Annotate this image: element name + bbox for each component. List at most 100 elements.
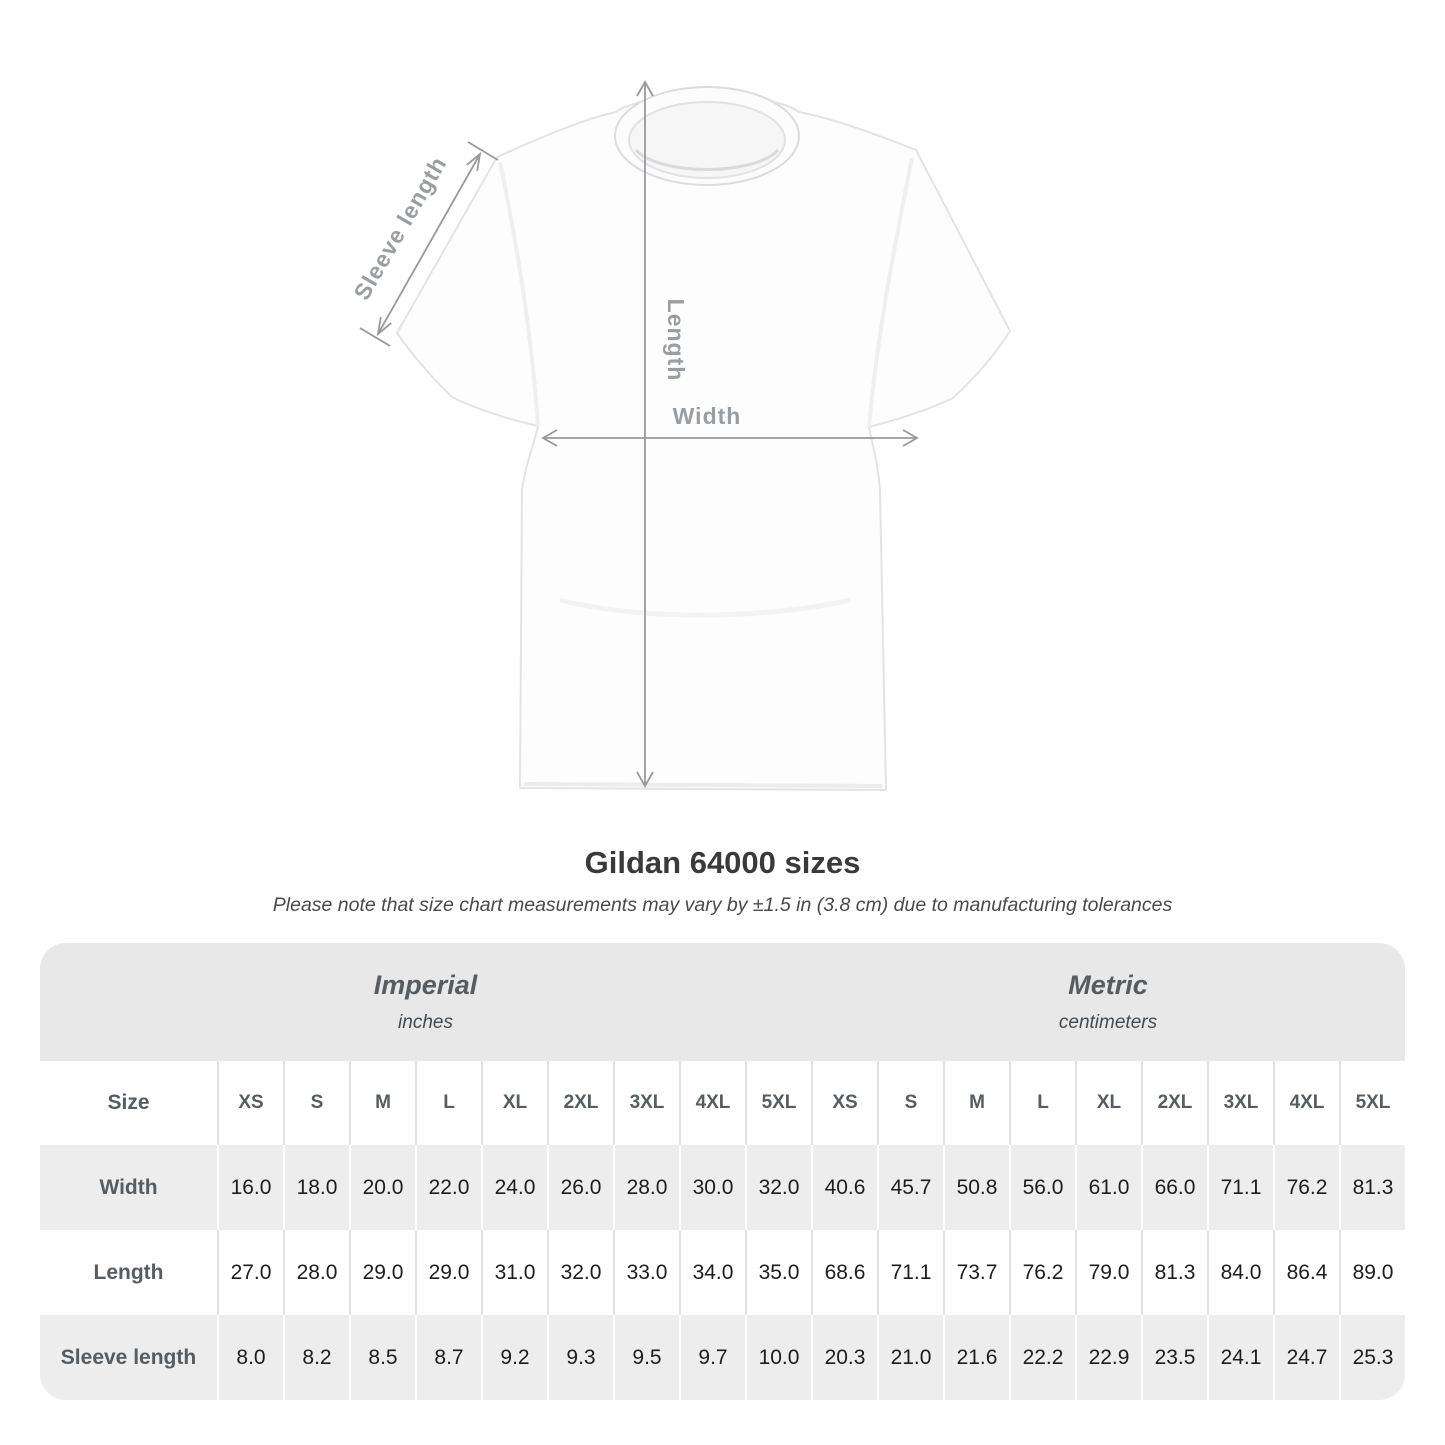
size-chart-table: Imperial inches Metric centimeters Size … — [40, 943, 1405, 1400]
value-cell: 56.0 — [1009, 1145, 1075, 1230]
value-cell: 24.0 — [481, 1145, 547, 1230]
size-col-metric-4xl: 4XL — [1273, 1061, 1339, 1145]
page-title: Gildan 64000 sizes — [584, 845, 861, 880]
value-cell: 22.0 — [415, 1145, 481, 1230]
width-label: Width — [673, 403, 742, 429]
value-cell: 76.2 — [1009, 1230, 1075, 1315]
sleeve-length-arrow — [359, 141, 499, 347]
value-cell: 28.0 — [283, 1230, 349, 1315]
value-cell: 50.8 — [943, 1145, 1009, 1230]
size-col-metric-5xl: 5XL — [1339, 1061, 1405, 1145]
value-cell: 22.2 — [1009, 1315, 1075, 1400]
length-label: Length — [663, 299, 689, 382]
value-cell: 73.7 — [943, 1230, 1009, 1315]
value-cell: 45.7 — [877, 1145, 943, 1230]
size-col-imperial-m: M — [349, 1061, 415, 1145]
size-col-metric-3xl: 3XL — [1207, 1061, 1273, 1145]
unit-group-imperial-unit: inches — [398, 1012, 453, 1033]
tshirt-collar-inner — [628, 101, 786, 179]
size-col-metric-m: M — [943, 1061, 1009, 1145]
value-cell: 32.0 — [745, 1145, 811, 1230]
unit-group-metric-unit: centimeters — [1058, 1012, 1158, 1033]
value-cell: 81.3 — [1339, 1145, 1405, 1230]
value-cell: 9.5 — [613, 1315, 679, 1400]
size-col-imperial-4xl: 4XL — [679, 1061, 745, 1145]
size-col-metric-l: L — [1009, 1061, 1075, 1145]
size-col-metric-2xl: 2XL — [1141, 1061, 1207, 1145]
value-cell: 76.2 — [1273, 1145, 1339, 1230]
size-col-metric-xs: XS — [811, 1061, 877, 1145]
tshirt-collar-shadow — [634, 148, 780, 171]
value-cell: 8.0 — [217, 1315, 283, 1400]
value-cell: 71.1 — [1207, 1145, 1273, 1230]
value-cell: 34.0 — [679, 1230, 745, 1315]
value-cell: 9.7 — [679, 1315, 745, 1400]
tshirt-hem-shadow — [523, 782, 883, 788]
table-row-length: Length 27.0 28.0 29.0 29.0 31.0 32.0 33.… — [40, 1230, 1405, 1315]
value-cell: 25.3 — [1339, 1315, 1405, 1400]
value-cell: 89.0 — [1339, 1230, 1405, 1315]
size-col-imperial-s: S — [283, 1061, 349, 1145]
value-cell: 9.3 — [547, 1315, 613, 1400]
value-cell: 81.3 — [1141, 1230, 1207, 1315]
value-cell: 26.0 — [547, 1145, 613, 1230]
tshirt-illustration: Sleeve length Length Width — [348, 80, 1011, 791]
width-arrow — [541, 429, 919, 447]
length-arrow — [636, 80, 654, 788]
value-cell: 20.3 — [811, 1315, 877, 1400]
value-cell: 68.6 — [811, 1230, 877, 1315]
value-cell: 8.5 — [349, 1315, 415, 1400]
value-cell: 28.0 — [613, 1145, 679, 1230]
unit-group-imperial-label: Imperial — [373, 970, 478, 1000]
value-cell: 32.0 — [547, 1230, 613, 1315]
unit-group-imperial: Imperial inches — [40, 943, 811, 1061]
value-cell: 8.7 — [415, 1315, 481, 1400]
value-cell: 20.0 — [349, 1145, 415, 1230]
value-cell: 10.0 — [745, 1315, 811, 1400]
unit-group-metric: Metric centimeters — [811, 943, 1405, 1061]
value-cell: 33.0 — [613, 1230, 679, 1315]
size-col-imperial-l: L — [415, 1061, 481, 1145]
value-cell: 29.0 — [415, 1230, 481, 1315]
value-cell: 29.0 — [349, 1230, 415, 1315]
value-cell: 8.2 — [283, 1315, 349, 1400]
value-cell: 61.0 — [1075, 1145, 1141, 1230]
value-cell: 16.0 — [217, 1145, 283, 1230]
value-cell: 21.0 — [877, 1315, 943, 1400]
value-cell: 86.4 — [1273, 1230, 1339, 1315]
value-cell: 71.1 — [877, 1230, 943, 1315]
row-label: Length — [40, 1230, 217, 1315]
value-cell: 40.6 — [811, 1145, 877, 1230]
table-row-width: Width 16.0 18.0 20.0 22.0 24.0 26.0 28.0… — [40, 1145, 1405, 1230]
size-col-imperial-3xl: 3XL — [613, 1061, 679, 1145]
value-cell: 66.0 — [1141, 1145, 1207, 1230]
size-col-imperial-xs: XS — [217, 1061, 283, 1145]
value-cell: 18.0 — [283, 1145, 349, 1230]
value-cell: 31.0 — [481, 1230, 547, 1315]
table-row-sleeve-length: Sleeve length 8.0 8.2 8.5 8.7 9.2 9.3 9.… — [40, 1315, 1405, 1400]
value-cell: 24.1 — [1207, 1315, 1273, 1400]
value-cell: 21.6 — [943, 1315, 1009, 1400]
value-cell: 22.9 — [1075, 1315, 1141, 1400]
value-cell: 84.0 — [1207, 1230, 1273, 1315]
size-col-imperial-xl: XL — [481, 1061, 547, 1145]
value-cell: 24.7 — [1273, 1315, 1339, 1400]
size-chart: Imperial inches Metric centimeters Size … — [40, 943, 1405, 1400]
unit-group-metric-label: Metric — [1068, 970, 1148, 1000]
value-cell: 30.0 — [679, 1145, 745, 1230]
value-cell: 9.2 — [481, 1315, 547, 1400]
tshirt-left-seam — [498, 161, 540, 427]
value-cell: 27.0 — [217, 1230, 283, 1315]
value-cell: 35.0 — [745, 1230, 811, 1315]
tshirt-body — [396, 98, 1011, 791]
tshirt-right-seam — [867, 157, 914, 428]
value-cell: 79.0 — [1075, 1230, 1141, 1315]
row-label: Width — [40, 1145, 217, 1230]
row-label: Sleeve length — [40, 1315, 217, 1400]
size-col-metric-xl: XL — [1075, 1061, 1141, 1145]
value-cell: 23.5 — [1141, 1315, 1207, 1400]
size-header: Size — [40, 1061, 217, 1145]
tshirt-wrinkle — [559, 597, 851, 618]
tolerance-note: Please note that size chart measurements… — [272, 894, 1173, 916]
